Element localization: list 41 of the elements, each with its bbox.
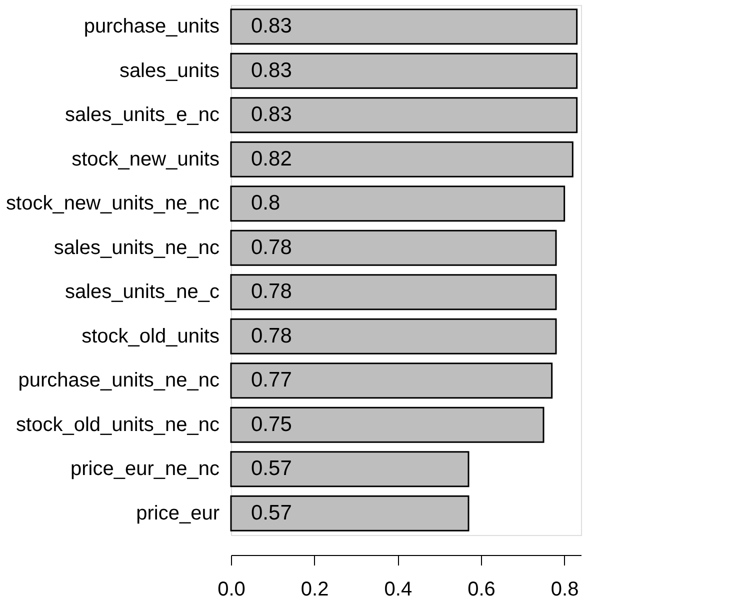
bar <box>230 318 557 354</box>
data-label: 0.82 <box>251 147 292 170</box>
data-label: 0.57 <box>251 457 292 480</box>
bar <box>230 230 557 266</box>
data-label: 0.57 <box>251 501 292 524</box>
bar <box>230 52 578 89</box>
bar <box>230 97 578 134</box>
data-label: 0.78 <box>251 280 292 304</box>
x-tick-label: 0.4 <box>384 578 412 600</box>
x-tick-label: 0.0 <box>218 578 246 600</box>
data-label: 0.75 <box>251 412 292 436</box>
y-tick-label: stock_old_units <box>82 325 220 348</box>
data-label: 0.78 <box>251 236 292 259</box>
bar <box>230 451 470 488</box>
data-label: 0.83 <box>251 103 292 126</box>
x-tick-label: 0.8 <box>550 578 579 600</box>
y-tick-label: sales_units_ne_c <box>64 281 220 304</box>
data-label: 0.78 <box>251 324 292 348</box>
bar <box>230 406 544 443</box>
y-tick-label: stock_new_units <box>72 148 220 170</box>
data-label: 0.8 <box>251 192 280 215</box>
y-tick-label: sales_units_e_nc <box>64 104 220 126</box>
x-tick-label: 0.6 <box>468 578 496 600</box>
bar <box>230 141 574 178</box>
data-label: 0.83 <box>251 58 292 82</box>
y-tick-label: purchase_units <box>84 16 220 38</box>
bar <box>230 274 557 310</box>
data-label: 0.77 <box>251 368 292 392</box>
y-tick-label: sales_units <box>119 60 220 82</box>
y-tick-label: sales_units_ne_nc <box>54 236 220 259</box>
x-tick-label: 0.2 <box>300 578 329 600</box>
y-tick-label: stock_old_units_ne_nc <box>16 414 220 436</box>
y-tick-label: purchase_units_ne_nc <box>18 370 220 392</box>
bar <box>230 495 470 532</box>
bar <box>230 186 566 222</box>
data-label: 0.83 <box>251 14 292 38</box>
y-tick-label: stock_new_units_ne_nc <box>6 192 220 215</box>
bar <box>230 8 578 45</box>
bar <box>230 362 553 399</box>
y-tick-label: price_eur_ne_nc <box>70 458 220 480</box>
y-tick-label: price_eur <box>136 502 220 524</box>
